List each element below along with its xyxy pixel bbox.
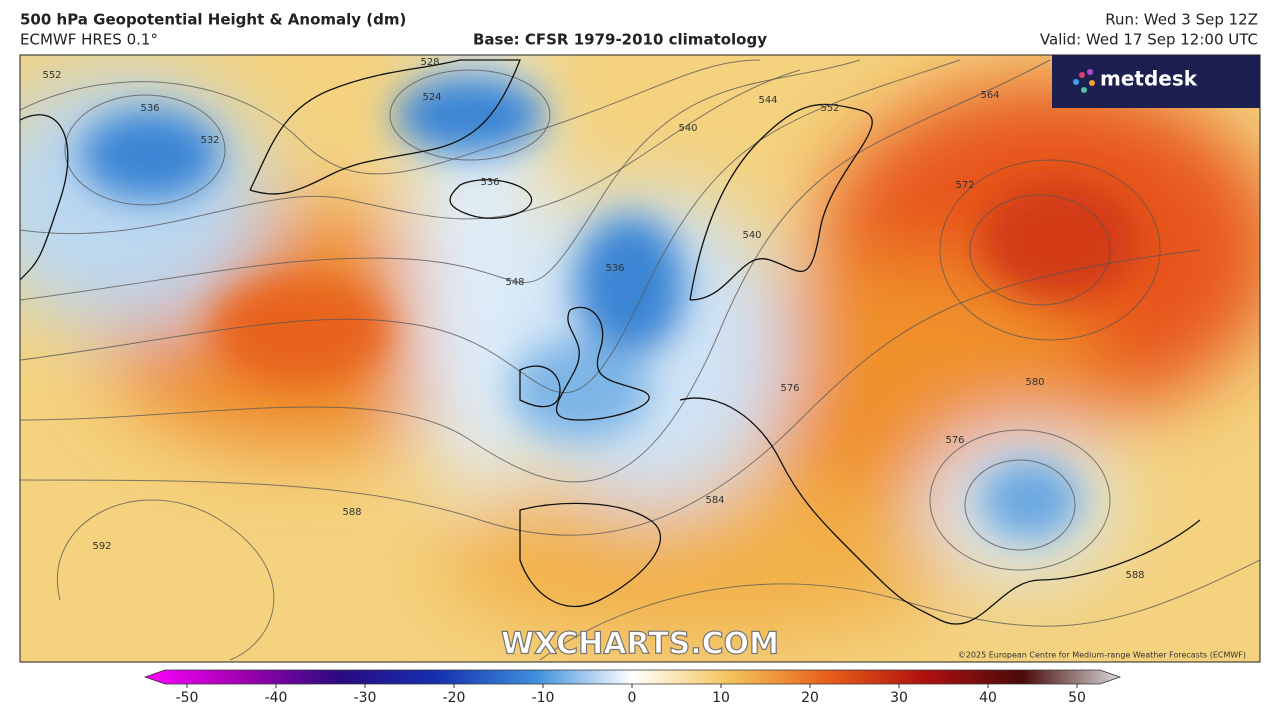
- contour-label: 532: [200, 135, 219, 146]
- contour-label: 592: [92, 541, 111, 552]
- contour-label: 536: [605, 263, 624, 274]
- colorbar-tick-label: 20: [801, 690, 819, 706]
- contour-label: 536: [480, 177, 499, 188]
- base: Base: CFSR 1979-2010 climatology: [473, 31, 767, 49]
- contour-labels: 552 536 532 528 524 540 544 552 564 572 536 548 536 5…: [42, 57, 1144, 581]
- contour-label: 528: [420, 57, 439, 68]
- contour-label: 548: [505, 277, 524, 288]
- contour-label: 552: [42, 70, 61, 81]
- model: ECMWF HRES 0.1°: [20, 31, 158, 49]
- contour-label: 552: [820, 103, 839, 114]
- contour-label: 588: [1125, 570, 1144, 581]
- colorbar-tick-label: -20: [443, 690, 466, 706]
- watermark: WXCHARTS.COM: [501, 627, 779, 662]
- copyright: ©2025 European Centre for Medium-range W…: [958, 651, 1246, 660]
- contour-label: 576: [945, 435, 964, 446]
- colorbar-tick-label: -30: [354, 690, 377, 706]
- contour-label: 540: [678, 123, 697, 134]
- contour-label: 544: [758, 95, 777, 106]
- colorbar-tick-label: -50: [176, 690, 199, 706]
- isohypses: [20, 59, 1260, 661]
- contour-label: 588: [342, 507, 361, 518]
- colorbar-tick-label: 0: [628, 690, 637, 706]
- logo: metdesk: [1100, 67, 1198, 91]
- contour-label: 536: [140, 103, 159, 114]
- colorbar-tick-label: 10: [712, 690, 730, 706]
- contour-label: 564: [980, 90, 999, 101]
- logo-box: [1052, 55, 1260, 108]
- logo-icon: [1073, 69, 1095, 93]
- contour-label: 580: [1025, 377, 1044, 388]
- contour-label: 576: [780, 383, 799, 394]
- colorbar-tick-label: 30: [890, 690, 908, 706]
- title: 500 hPa Geopotential Height & Anomaly (d…: [20, 11, 406, 29]
- colorbar-tick-label: -40: [265, 690, 288, 706]
- contour-label: 540: [742, 230, 761, 241]
- contour-label: 584: [705, 495, 724, 506]
- contour-label: 572: [955, 180, 974, 191]
- coastlines: [20, 59, 1201, 625]
- colorbar: -50 -40 -30 -20 -10 0 10 20 30 40 50: [143, 669, 1122, 706]
- contour-label: 524: [422, 92, 441, 103]
- colorbar-tick-label: 40: [979, 690, 997, 706]
- valid: Valid: Wed 17 Sep 12:00 UTC: [1040, 31, 1258, 49]
- colorbar-tick-label: -10: [532, 690, 555, 706]
- map-frame: [19, 54, 1261, 663]
- run: Run: Wed 3 Sep 12Z: [1105, 11, 1258, 29]
- map: 552 536 532 528 524 540 544 552 564 572 536 548 536 5…: [20, 55, 1260, 662]
- colorbar-bar: [143, 669, 1122, 685]
- colorbar-tick-label: 50: [1068, 690, 1086, 706]
